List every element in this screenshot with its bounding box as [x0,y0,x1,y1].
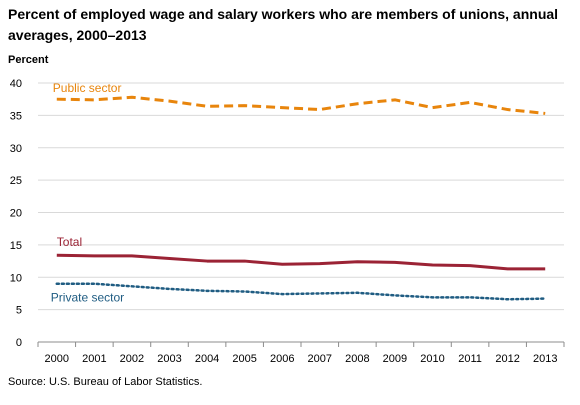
series-lines [55,95,547,301]
y-tick-label: 0 [16,337,22,349]
x-tick-label: 2004 [195,353,219,365]
x-tick-label: 2012 [495,353,519,365]
y-tick-label: 5 [16,305,22,317]
y-axis-label: Percent [8,54,49,66]
y-tick-label: 40 [10,78,22,90]
y-axis-ticks: 0 5 10 15 20 25 30 35 40 [10,78,22,349]
x-tick-label: 2003 [157,353,181,365]
series-label-public-sector: Public sector [53,81,122,95]
series-label-total: Total [57,235,82,249]
series-line-total [56,253,546,271]
y-tick-label: 30 [10,143,22,155]
gridlines [38,82,564,311]
source-note: Source: U.S. Bureau of Labor Statistics. [8,376,203,388]
x-tick-label: 2007 [308,353,332,365]
y-tick-label: 25 [10,175,22,187]
series-labels: Public sector Total Private sector [51,81,124,305]
x-tick-label: 2009 [383,353,407,365]
y-tick-label: 15 [10,240,22,252]
x-tick-label: 2002 [120,353,144,365]
y-tick-label: 20 [10,208,22,220]
x-tick-label: 2010 [420,353,444,365]
x-tick-label: 2006 [270,353,294,365]
x-tick-label: 2011 [458,353,482,365]
series-label-private-sector: Private sector [51,291,124,305]
x-tick-label: 2001 [82,353,106,365]
chart-title: Percent of employed wage and salary work… [8,6,559,43]
x-tick-label: 2013 [533,353,557,365]
x-tick-label: 2005 [232,353,256,365]
series-line-public-sector [56,95,546,115]
x-tick-label: 2000 [45,353,69,365]
x-axis: 2000 2001 2002 2003 2004 2005 2006 2007 2008 2009… [37,341,565,365]
y-tick-label: 35 [10,110,22,122]
y-tick-label: 10 [10,272,22,284]
x-tick-label: 2008 [345,353,369,365]
series-line-private-sector [55,282,547,301]
